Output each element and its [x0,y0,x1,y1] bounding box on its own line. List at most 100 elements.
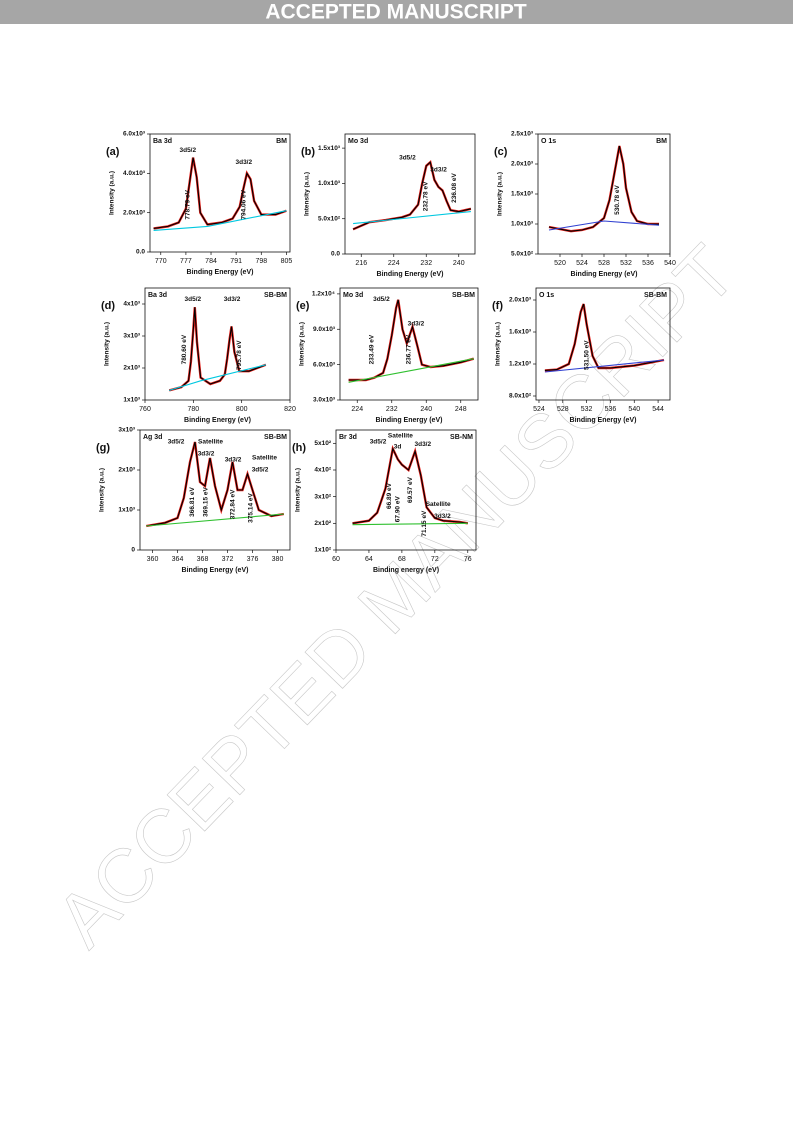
x-tick-label: 240 [453,260,465,267]
x-tick-label: 224 [351,406,363,413]
peak-annotation: 778.79 eV [185,189,192,219]
y-tick-label: 2.0x10³ [123,209,146,216]
header: ACCEPTED MANUSCRIPT [265,1,527,24]
background [548,220,660,231]
y-tick-label: 1.0x10³ [318,180,341,187]
x-tick-label: 540 [664,260,676,267]
panel-title: O 1s [541,138,556,145]
y-tick-label: 9.0x10³ [313,326,336,333]
x-tick-label: 372 [222,556,234,563]
y-tick-label: 2.5x10³ [511,131,534,138]
x-tick-label: 536 [642,260,654,267]
y-tick-label: 0 [131,547,135,554]
x-tick-label: 520 [554,260,566,267]
y-tick-label: 3x10³ [118,427,135,434]
y-axis-label: Intensity (a.u.) [99,468,106,512]
x-axis-label: Binding Energy (eV) [184,417,251,424]
y-axis-label: Intensity (a.u.) [304,172,311,216]
x-axis-label: Binding Energy (eV) [377,271,444,278]
plot-frame [537,133,671,255]
peak-annotation: 3d3/2 [408,321,425,328]
plot-frame [144,287,291,401]
x-tick-label: 64 [365,556,373,563]
y-tick-label: 5x10² [314,440,331,447]
y-tick-label: 2x10³ [123,365,140,372]
x-tick-label: 232 [386,406,398,413]
peak-annotation: Satellite [426,501,451,508]
fit-envelope [548,145,659,232]
x-tick-label: 770 [155,258,167,265]
sample-label: SB-BM [452,292,475,299]
sample-label: BM [656,138,667,145]
y-axis-label: Intensity (a.u.) [495,322,502,366]
peak-annotation: 3d3/2 [235,159,252,166]
peak-annotation: 3d5/2 [185,296,202,303]
panel-title: Ba 3d [148,292,167,299]
peak-annotation: 233.49 eV [368,334,375,364]
y-tick-label: 1.5x10³ [511,191,534,198]
x-tick-label: 777 [180,258,192,265]
panel-tag: (c) [494,146,508,158]
x-tick-label: 798 [255,258,267,265]
x-tick-label: 532 [581,406,593,413]
peak-annotation: 67.90 eV [394,496,401,523]
x-tick-label: 224 [388,260,400,267]
panel-tag: (e) [296,300,310,312]
background [146,513,284,527]
x-tick-label: 524 [533,406,545,413]
x-axis-label: Binding Energy (eV) [571,271,638,278]
x-tick-label: 248 [455,406,467,413]
panel-title: Mo 3d [343,292,363,299]
background [353,211,471,225]
x-tick-label: 528 [598,260,610,267]
y-tick-label: 1x10³ [123,397,140,404]
y-tick-label: 6.0x10³ [313,361,336,368]
x-axis-label: Binding Energy (eV) [570,417,637,424]
background [169,364,266,391]
peak-annotation: 795.78 eV [236,340,243,370]
x-tick-label: 780 [187,406,199,413]
x-tick-label: 76 [464,556,472,563]
header-bar [0,0,793,24]
fit-envelope [352,161,472,230]
y-tick-label: 4.0x10³ [123,170,146,177]
peak-annotation: 375.14 eV [248,493,255,523]
plot-frame [139,429,291,551]
y-tick-label: 2x10³ [118,467,135,474]
y-tick-label: 1.2x10³ [509,361,532,368]
peak-annotation: 3d5/2 [370,439,387,446]
y-tick-label: 1.0x10³ [511,221,534,228]
y-tick-label: 1.6x10³ [509,329,532,336]
fit-envelope [352,446,468,524]
peak-annotation: 3d5/2 [179,147,196,154]
fit-envelope [544,303,665,371]
x-axis-label: Binding energy (eV) [373,567,439,574]
x-tick-label: 820 [284,406,296,413]
panel-tag: (f) [492,300,503,312]
x-tick-label: 532 [620,260,632,267]
y-tick-label: 3x10³ [123,333,140,340]
panel-tag: (b) [301,146,315,158]
plot-frame [335,429,477,551]
peak-annotation: 3d3/2 [430,167,447,174]
x-tick-label: 544 [652,406,664,413]
y-tick-label: 1x10³ [118,507,135,514]
panel-tag: (a) [106,146,120,158]
peak-annotation: 3d5/2 [399,155,416,162]
peak-annotation: 3d3/2 [198,451,215,458]
peak-annotation: 3d3/2 [225,457,242,464]
peak-annotation: Satellite [252,454,277,461]
panel-tag: (h) [292,442,306,454]
fit-envelope [153,157,287,229]
panel-title: Ba 3d [153,138,172,145]
peak-annotation: 3d [394,444,402,451]
x-tick-label: 791 [230,258,242,265]
peak-annotation: 530.78 eV [614,185,621,215]
x-axis-label: Binding Energy (eV) [182,567,249,574]
y-tick-label: 0.0 [136,249,145,256]
peak-annotation: 3d5/2 [252,466,269,473]
sample-label: SB-BM [644,292,667,299]
y-tick-label: 4x10³ [123,301,140,308]
peak-annotation: 3d5/2 [373,296,390,303]
